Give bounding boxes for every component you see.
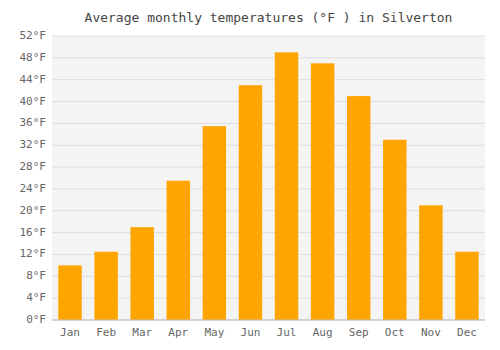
y-tick-label: 16°F [20, 226, 47, 239]
x-tick-label: Nov [421, 326, 441, 339]
bar [130, 227, 153, 320]
plot-background [52, 36, 485, 320]
grid-line [52, 79, 485, 80]
y-tick-label: 12°F [20, 247, 47, 260]
x-axis-line [52, 320, 485, 321]
x-tick-label: Oct [385, 326, 405, 339]
y-tick-label: 48°F [20, 51, 47, 64]
y-tick-label: 52°F [20, 29, 47, 42]
x-tick-label: Jul [277, 326, 297, 339]
x-axis: Jan Feb Mar Apr May Jun Jul Aug Sep Oct Nov Dec [60, 326, 477, 339]
bar [455, 252, 478, 320]
x-tick-label: Dec [457, 326, 477, 339]
x-tick-label: Mar [132, 326, 152, 339]
grid-line [52, 188, 485, 189]
chart: 0°F 4°F 8°F 12°F 16°F 20°F 24°F 28°F 32°F 36°F 40°… [0, 0, 500, 350]
bar [383, 140, 406, 320]
bar [203, 126, 226, 320]
x-tick-label: May [204, 326, 224, 339]
x-tick-label: Aug [313, 326, 333, 339]
x-tick-label: Sep [349, 326, 369, 339]
y-tick-label: 20°F [20, 204, 47, 217]
y-tick-label: 4°F [26, 291, 46, 304]
y-tick-label: 44°F [20, 73, 47, 86]
title: Average monthly temperatures (°F ) in Si… [85, 10, 453, 25]
x-tick-label: Jan [60, 326, 80, 339]
bar [94, 252, 117, 320]
grid [52, 36, 485, 320]
bar [167, 181, 190, 320]
bar [419, 205, 442, 320]
x-tick-label: Feb [96, 326, 116, 339]
chart-container: 0°F 4°F 8°F 12°F 16°F 20°F 24°F 28°F 32°F 36°F 40°… [0, 0, 500, 350]
grid-line [52, 123, 485, 124]
grid-line [52, 320, 485, 321]
bar [275, 52, 298, 320]
x-tick-label: Apr [168, 326, 188, 339]
y-axis: 0°F 4°F 8°F 12°F 16°F 20°F 24°F 28°F 32°F 36°F 40°… [20, 29, 47, 326]
grid-line [52, 57, 485, 58]
bar [239, 85, 262, 320]
bar [347, 96, 370, 320]
y-tick-label: 36°F [20, 116, 47, 129]
grid-line [52, 167, 485, 168]
bar [311, 63, 334, 320]
y-tick-label: 8°F [26, 269, 46, 282]
y-tick-label: 24°F [20, 182, 47, 195]
grid-line [52, 36, 485, 37]
y-tick-label: 32°F [20, 138, 47, 151]
grid-line [52, 101, 485, 102]
y-tick-label: 40°F [20, 95, 47, 108]
bars [58, 52, 478, 320]
y-tick-label: 28°F [20, 160, 47, 173]
grid-line [52, 145, 485, 146]
x-tick-label: Jun [241, 326, 261, 339]
y-tick-label: 0°F [26, 313, 46, 326]
bar [58, 265, 81, 320]
